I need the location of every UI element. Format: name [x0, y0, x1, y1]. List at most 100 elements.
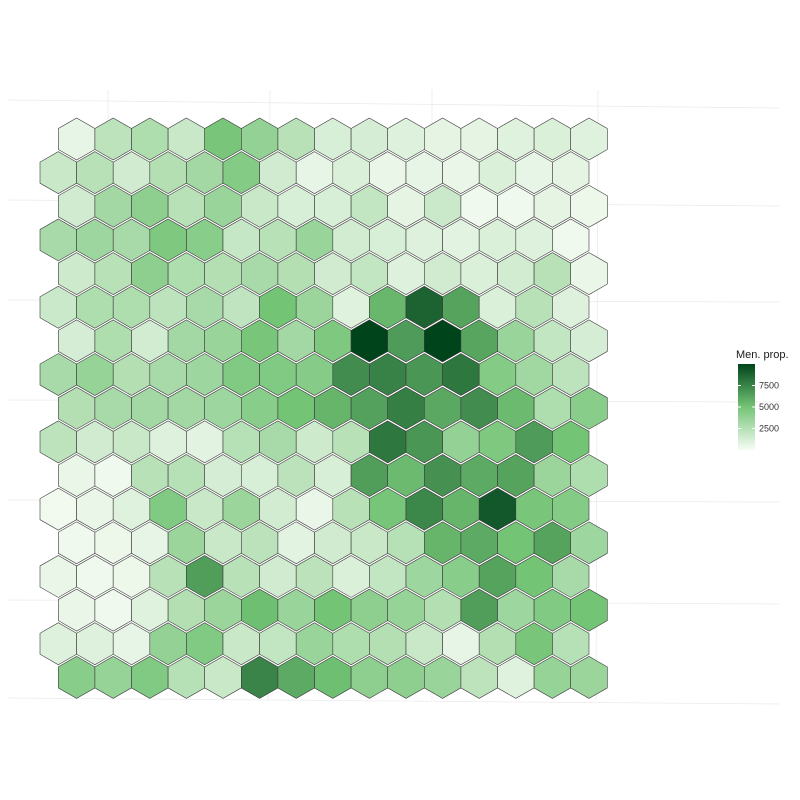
hex-cell: [39, 487, 77, 531]
gridline: [7, 99, 781, 109]
hex-cell: [277, 588, 315, 632]
hex-cell: [167, 386, 205, 430]
hex-cell: [570, 386, 608, 430]
hex-cell: [552, 151, 590, 194]
hex-cell: [94, 656, 132, 699]
hex-cell: [533, 386, 572, 430]
hex-cell: [497, 252, 535, 295]
hex-cell: [314, 117, 352, 161]
hex-cell: [259, 151, 297, 194]
legend-tick-label: 5000: [759, 402, 779, 412]
hex-cell: [332, 218, 370, 262]
hex-cell: [204, 184, 242, 228]
hex-cell: [112, 487, 151, 531]
hex-cell: [204, 319, 242, 363]
hex-cell: [94, 386, 132, 430]
hex-cell: [423, 521, 462, 565]
hex-cell: [332, 420, 370, 464]
hex-cell: [552, 218, 590, 262]
hex-cell: [423, 184, 462, 228]
hex-cell: [369, 218, 407, 262]
hex-cell: [314, 184, 352, 228]
hex-cell: [57, 521, 96, 565]
hex-cell: [314, 454, 352, 497]
legend-title: Men. prop.: [736, 349, 789, 361]
hex-cell: [295, 487, 334, 531]
hex-cell: [460, 386, 498, 430]
hex-cell: [350, 521, 389, 565]
hex-cell: [131, 656, 169, 699]
hex-cell: [241, 386, 279, 430]
hex-cell: [442, 151, 480, 194]
hex-cell: [460, 656, 498, 699]
hex-cell: [332, 285, 370, 329]
legend-colorbar: [738, 364, 755, 450]
hex-cell: [570, 252, 608, 295]
hex-cell: [515, 353, 553, 396]
hex-cell: [460, 588, 498, 632]
hex-cell: [350, 117, 389, 161]
hex-cell: [112, 285, 151, 329]
hex-cell: [350, 656, 389, 699]
legend-tick-label: 2500: [759, 424, 779, 434]
hex-cell: [497, 386, 535, 430]
hex-cell: [112, 151, 151, 194]
hex-cell: [277, 117, 315, 161]
hex-cell: [478, 555, 517, 598]
hex-cell: [76, 622, 114, 666]
hex-cell: [423, 117, 462, 161]
hex-cell: [277, 454, 315, 497]
hex-cell: [94, 117, 132, 161]
hex-cell: [76, 151, 114, 194]
hex-cell: [552, 555, 590, 598]
hex-cell: [552, 487, 590, 531]
hex-cell: [94, 319, 132, 363]
hex-cell: [332, 555, 370, 598]
hex-cell: [332, 622, 370, 666]
hex-cell: [112, 555, 151, 598]
hex-cell: [167, 252, 205, 295]
hex-cell: [149, 487, 187, 531]
hex-cell: [369, 151, 407, 194]
hex-cell: [259, 218, 297, 262]
hex-cell: [94, 184, 132, 228]
hex-cell: [497, 656, 535, 699]
hex-cell: [204, 386, 242, 430]
hex-cell: [369, 622, 407, 666]
hex-cell: [76, 555, 114, 598]
hex-cell: [259, 487, 297, 531]
hex-cell: [497, 319, 535, 363]
hex-cell: [39, 285, 77, 329]
hex-cell: [277, 252, 315, 295]
hex-cell: [442, 622, 480, 666]
hex-cell: [423, 319, 462, 363]
hex-cell: [314, 386, 352, 430]
hex-cell: [314, 656, 352, 699]
hex-cell: [570, 319, 608, 363]
hex-cell: [387, 656, 425, 699]
hex-cell: [57, 588, 96, 632]
hex-cell: [112, 218, 151, 262]
hex-cell: [497, 521, 535, 565]
hex-cell: [314, 319, 352, 363]
hex-cell: [405, 487, 443, 531]
hex-cell: [149, 218, 187, 262]
hex-cell: [442, 420, 480, 464]
hex-cell: [552, 420, 590, 464]
hex-cell: [350, 386, 389, 430]
hex-cell: [167, 521, 205, 565]
legend: Men. prop. 2500 5000 7500: [736, 349, 789, 450]
hex-cell: [570, 117, 608, 161]
hex-cell: [533, 319, 572, 363]
hex-cell: [515, 555, 553, 598]
hex-cell: [167, 184, 205, 228]
hex-cell: [76, 353, 114, 396]
hex-cell: [94, 454, 132, 497]
hex-cell: [57, 656, 96, 699]
hex-cell: [167, 117, 205, 161]
hex-cell: [460, 319, 498, 363]
hex-cell: [149, 353, 187, 396]
hex-cell: [387, 521, 425, 565]
hex-cell: [460, 252, 498, 295]
hex-cell: [515, 420, 553, 464]
